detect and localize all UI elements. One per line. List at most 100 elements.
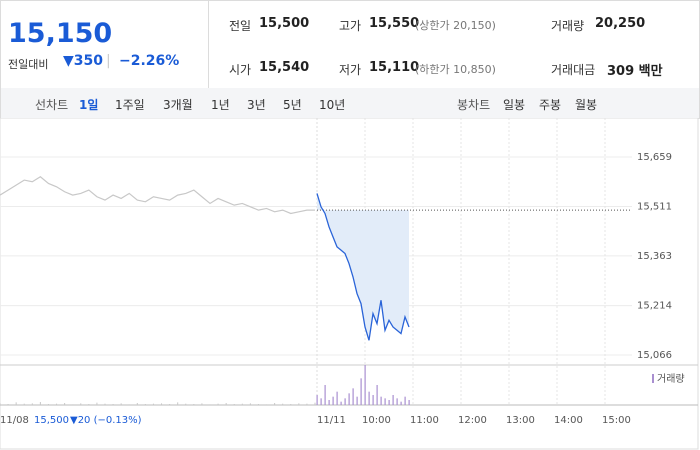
x-tick-label: 15:00 [602,415,631,426]
prev-close: 15,500 [34,415,69,426]
volume-bar [404,396,406,405]
period-tab[interactable]: 3년 [247,98,266,112]
stat-value: 15,500 [259,16,310,31]
volume-bar [169,404,171,405]
tab-group-label: 봉차트 [457,98,491,112]
volume-bar [225,403,227,405]
day-label: 11/08 [0,415,29,426]
stat-value: 309 백만 [607,64,663,79]
y-tick-label: 15,511 [637,201,672,212]
volume-bar [400,401,402,405]
period-tab[interactable]: 3개월 [163,98,193,112]
volume-bar [266,404,268,405]
volume-bar [352,388,354,405]
volume-bar [185,403,187,405]
candle-tab[interactable]: 월봉 [575,98,598,112]
stat-label: 저가 [339,63,362,77]
change-label: 전일대비 [8,58,49,71]
change: ▼350 [63,53,103,69]
volume-bar [39,402,41,405]
volume-bar [193,404,195,405]
volume-bar [15,402,17,405]
y-tick-label: 15,066 [637,350,672,361]
stat-label: 시가 [229,63,252,77]
volume-bar [96,402,98,405]
volume-bar [340,401,342,405]
volume-bar [396,398,398,405]
volume-bar [64,403,66,405]
volume-bar [31,403,33,405]
prev-day-line [0,176,315,215]
volume-bar [47,404,49,405]
volume-bar [152,403,154,405]
volume-bar [177,402,179,405]
volume-bar [372,395,374,405]
period-tab[interactable]: 5년 [283,98,302,112]
volume-bar [348,393,350,405]
volume-bar [136,403,138,405]
separator: | [106,53,111,69]
price: 15,150 [8,18,113,49]
stat-label: 거래대금 [551,63,596,77]
legend-swatch [652,374,654,383]
stat-value: 15,550 [369,16,420,31]
x-tick-label: 13:00 [506,415,535,426]
volume-bar [314,402,316,405]
price-line [316,193,410,341]
volume-bar [23,403,25,405]
volume-bar [344,398,346,405]
volume-bar [209,404,211,405]
volume-bar [290,404,292,405]
volume-bar [332,396,334,405]
x-tick-label: 11:00 [410,415,439,426]
x-tick-label: 10:00 [362,415,391,426]
volume-bar [328,400,330,405]
volume-bar [298,403,300,405]
area-fill [317,193,409,341]
candle-tab[interactable]: 일봉 [503,98,526,112]
volume-bar [392,395,394,405]
tab-group-label: 선차트 [35,98,69,112]
quote-box: 15,150 전일대비 ▼350 | −2.26% [1,1,209,88]
volume-bar [380,396,382,405]
y-tick-label: 15,659 [637,152,672,163]
x-tick-label: 14:00 [554,415,583,426]
stat-value: 15,540 [259,60,310,75]
volume-bar [56,403,58,405]
stat-label: 거래량 [551,19,585,33]
volume-bar [7,404,9,405]
volume-bar [376,385,378,405]
volume-bar [316,395,318,405]
period-tab[interactable]: 1주일 [115,98,145,112]
change-rate: −2.26% [119,53,180,69]
period-tab[interactable]: 1일 [79,98,99,112]
volume-bar [112,404,114,405]
volume-bar [128,404,130,405]
y-tick-label: 15,363 [637,251,672,262]
volume-bar [233,404,235,405]
volume-bar [306,403,308,405]
volume-bar [388,400,390,405]
volume-bar [282,403,284,405]
volume-bar [364,365,366,405]
volume-bar [120,403,122,405]
volume-bar [249,403,251,405]
volume-bar [320,398,322,405]
volume-bar [408,400,410,405]
y-tick-label: 15,214 [637,301,672,312]
volume-bar [356,396,358,405]
period-tab[interactable]: 1년 [211,98,230,112]
summary-panel: 15,150 전일대비 ▼350 | −2.26% 전일 15,500 고가 15,5… [0,0,700,89]
stat-note: (상한가 20,150) [415,19,496,32]
stat-value: 20,250 [595,16,646,31]
period-tab[interactable]: 10년 [319,98,346,112]
volume-bar [161,403,163,405]
day-label: 11/11 [317,415,346,426]
volume-bar [336,391,338,405]
volume-bar [368,391,370,405]
stat-label: 고가 [339,19,362,33]
volume-bar [88,404,90,405]
candle-tab[interactable]: 주봉 [539,98,562,112]
tab-bar: 선차트 1일 1주일 3개월 1년 3년 5년 10년 봉차트 일봉 주봉 월봉 [0,88,700,119]
